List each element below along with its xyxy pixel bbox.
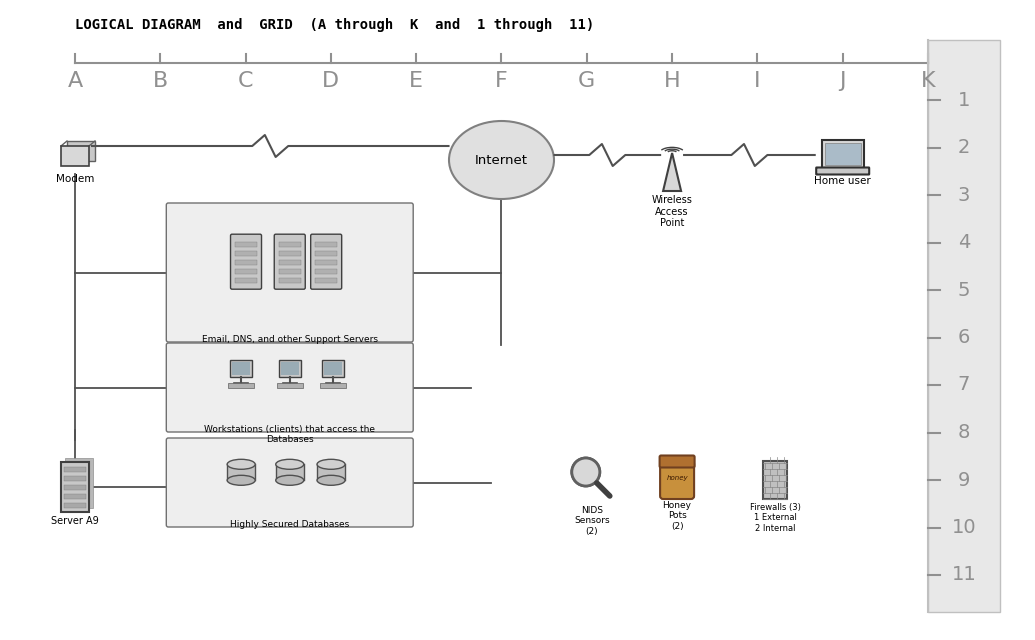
Text: Internet: Internet bbox=[475, 154, 528, 166]
Bar bbox=[317, 464, 345, 480]
Bar bbox=[278, 269, 301, 274]
Text: 10: 10 bbox=[952, 518, 976, 537]
Bar bbox=[316, 269, 337, 274]
FancyBboxPatch shape bbox=[65, 458, 93, 508]
Text: 2: 2 bbox=[957, 138, 970, 157]
Bar bbox=[64, 476, 86, 481]
Text: F: F bbox=[495, 71, 508, 91]
Ellipse shape bbox=[449, 121, 554, 199]
Text: 9: 9 bbox=[957, 470, 970, 490]
Text: E: E bbox=[409, 71, 423, 91]
Bar bbox=[228, 383, 255, 388]
FancyBboxPatch shape bbox=[310, 234, 342, 289]
Ellipse shape bbox=[317, 476, 345, 485]
Text: 7: 7 bbox=[957, 376, 970, 394]
Bar bbox=[316, 251, 337, 256]
Bar bbox=[276, 383, 303, 388]
Text: H: H bbox=[663, 71, 680, 91]
FancyBboxPatch shape bbox=[660, 461, 694, 499]
Bar bbox=[235, 260, 257, 265]
Text: Honey
Pots
(2): Honey Pots (2) bbox=[662, 501, 691, 531]
FancyBboxPatch shape bbox=[231, 234, 262, 289]
Bar bbox=[278, 242, 301, 246]
Bar bbox=[64, 467, 86, 472]
Bar bbox=[64, 503, 86, 508]
FancyBboxPatch shape bbox=[278, 360, 301, 378]
FancyBboxPatch shape bbox=[274, 234, 305, 289]
Text: A: A bbox=[67, 71, 83, 91]
Text: honey: honey bbox=[667, 475, 688, 481]
FancyBboxPatch shape bbox=[659, 456, 694, 467]
Text: 5: 5 bbox=[957, 280, 970, 300]
Bar bbox=[278, 278, 301, 283]
Bar bbox=[232, 362, 250, 375]
Bar bbox=[316, 278, 337, 283]
FancyBboxPatch shape bbox=[167, 203, 413, 342]
Text: G: G bbox=[579, 71, 595, 91]
Text: 8: 8 bbox=[957, 423, 970, 442]
Text: Email, DNS, and other Support Servers: Email, DNS, and other Support Servers bbox=[202, 335, 378, 344]
Ellipse shape bbox=[275, 460, 303, 469]
Text: Server A9: Server A9 bbox=[51, 516, 99, 526]
Bar bbox=[275, 464, 303, 480]
FancyBboxPatch shape bbox=[167, 438, 413, 527]
Bar bbox=[64, 485, 86, 490]
Text: NIDS
Sensors
(2): NIDS Sensors (2) bbox=[574, 506, 610, 536]
FancyBboxPatch shape bbox=[323, 360, 345, 378]
Text: Wireless
Access
Point: Wireless Access Point bbox=[652, 195, 692, 228]
Bar bbox=[928, 40, 1000, 612]
Circle shape bbox=[571, 458, 600, 486]
FancyBboxPatch shape bbox=[167, 343, 413, 432]
Bar bbox=[321, 383, 347, 388]
Text: D: D bbox=[322, 71, 339, 91]
Bar bbox=[64, 494, 86, 499]
Text: 3: 3 bbox=[957, 186, 970, 205]
Bar bbox=[235, 251, 257, 256]
Ellipse shape bbox=[317, 460, 345, 469]
Bar bbox=[324, 362, 343, 375]
Text: K: K bbox=[921, 71, 936, 91]
Text: Firewalls (3)
1 External
2 Internal: Firewalls (3) 1 External 2 Internal bbox=[750, 503, 801, 532]
Bar bbox=[278, 251, 301, 256]
Text: Workstations (clients) that access the
Databases: Workstations (clients) that access the D… bbox=[204, 425, 376, 444]
Text: J: J bbox=[839, 71, 846, 91]
Polygon shape bbox=[663, 153, 681, 191]
Bar bbox=[764, 461, 788, 499]
Bar bbox=[825, 143, 861, 165]
Bar bbox=[227, 464, 256, 480]
FancyBboxPatch shape bbox=[61, 462, 89, 512]
Text: LOGICAL DIAGRAM  and  GRID  (A through  K  and  1 through  11): LOGICAL DIAGRAM and GRID (A through K an… bbox=[75, 18, 594, 32]
FancyBboxPatch shape bbox=[822, 140, 863, 168]
FancyBboxPatch shape bbox=[817, 168, 869, 175]
Text: 4: 4 bbox=[957, 233, 970, 252]
Text: 1: 1 bbox=[957, 90, 970, 109]
Text: I: I bbox=[755, 71, 761, 91]
Text: C: C bbox=[238, 71, 254, 91]
Bar bbox=[235, 242, 257, 246]
FancyBboxPatch shape bbox=[61, 146, 89, 166]
Text: 6: 6 bbox=[957, 328, 970, 347]
Bar bbox=[280, 362, 299, 375]
FancyBboxPatch shape bbox=[67, 141, 95, 161]
Text: B: B bbox=[153, 71, 168, 91]
Bar bbox=[278, 260, 301, 265]
Ellipse shape bbox=[227, 476, 256, 485]
Bar bbox=[316, 242, 337, 246]
Bar bbox=[235, 269, 257, 274]
FancyBboxPatch shape bbox=[230, 360, 253, 378]
Text: Home user: Home user bbox=[815, 176, 871, 186]
Ellipse shape bbox=[275, 476, 303, 485]
Text: Highly Secured Databases: Highly Secured Databases bbox=[230, 520, 350, 529]
Text: 11: 11 bbox=[951, 566, 976, 584]
Circle shape bbox=[571, 458, 600, 486]
Bar bbox=[235, 278, 257, 283]
Text: Modem: Modem bbox=[56, 174, 94, 184]
Ellipse shape bbox=[227, 460, 256, 469]
Bar bbox=[316, 260, 337, 265]
